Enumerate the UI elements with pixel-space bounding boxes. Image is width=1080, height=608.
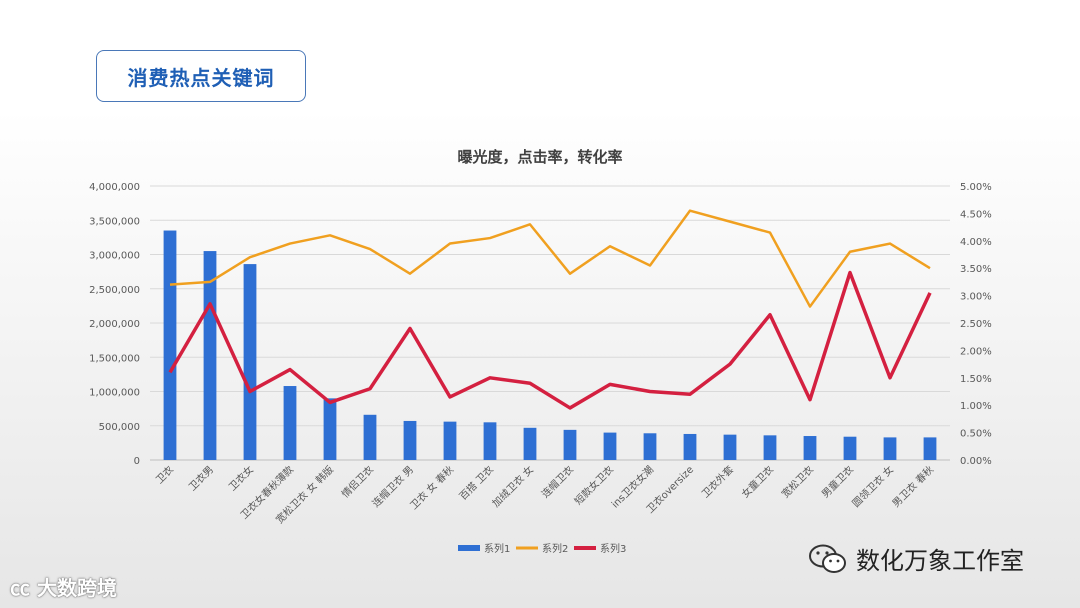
left-axis-tick-label: 0 xyxy=(134,456,140,467)
bar xyxy=(843,436,857,460)
line-series-2 xyxy=(169,209,931,308)
bar xyxy=(523,427,537,460)
x-axis-tick-label: 卫衣外套 xyxy=(699,463,736,500)
bar xyxy=(563,429,577,460)
right-axis-tick-label: 0.00% xyxy=(960,456,992,467)
left-axis-tick-label: 1,500,000 xyxy=(89,353,140,364)
page-title-box: 消费热点关键词 xyxy=(96,50,306,102)
right-axis-tick-label: 3.00% xyxy=(960,292,992,303)
right-axis-ticks: 0.00% 0.50% 1.00% 1.50% 2.00% 2.50% 3.00% 3.50%… xyxy=(960,182,992,467)
x-axis-tick-label: 圆领卫衣 女 xyxy=(849,463,896,510)
bar xyxy=(363,414,377,460)
right-axis-tick-label: 0.50% xyxy=(960,429,992,440)
x-axis-tick-label: 男卫衣 春秋 xyxy=(889,463,936,510)
left-axis-ticks: 0 500,000 1,000,000 1,500,000 2,000,000 2,500… xyxy=(89,182,140,467)
bar xyxy=(403,420,417,460)
brand-watermark-text: 大数跨境 xyxy=(36,576,117,600)
page-title: 消费热点关键词 xyxy=(127,65,275,90)
right-axis-tick-label: 2.50% xyxy=(960,319,992,330)
brand-watermark: ㏄ 大数跨境 xyxy=(10,572,117,601)
legend-label: 系列1 xyxy=(484,542,510,555)
left-axis-tick-label: 3,500,000 xyxy=(89,216,140,227)
left-axis-tick-label: 4,000,000 xyxy=(89,182,140,193)
x-axis-tick-label: 卫衣 xyxy=(153,463,176,486)
x-axis-tick-label: 加绒卫衣 女 xyxy=(489,463,536,510)
bar xyxy=(483,422,497,460)
bar xyxy=(323,398,337,460)
bar xyxy=(803,436,817,460)
line-series-3 xyxy=(168,270,932,410)
right-axis-tick-label: 2.00% xyxy=(960,346,992,357)
left-axis-tick-label: 3,000,000 xyxy=(89,251,140,262)
line-series xyxy=(168,209,932,410)
x-axis-tick-label: 女童卫衣 xyxy=(739,463,776,500)
chart-title: 曝光度，点击率，转化率 xyxy=(457,148,622,166)
bar xyxy=(203,251,217,460)
bar xyxy=(683,433,697,460)
legend-label: 系列2 xyxy=(542,542,568,555)
right-axis-tick-label: 4.50% xyxy=(960,209,992,220)
x-axis-tick-label: 卫衣 女 春秋 xyxy=(407,463,456,512)
right-axis-tick-label: 1.50% xyxy=(960,374,992,385)
bar-series-1 xyxy=(163,230,937,460)
x-axis-tick-label: 百搭 卫衣 xyxy=(456,463,496,503)
bar xyxy=(283,386,297,460)
x-axis-tick-label: 卫衣女 xyxy=(226,463,256,493)
bar xyxy=(923,437,937,460)
right-axis-tick-label: 3.50% xyxy=(960,264,992,275)
brand-logo-icon: ㏄ xyxy=(10,576,37,600)
x-axis-tick-label: 连帽卫衣 xyxy=(539,463,576,500)
bar xyxy=(603,432,617,460)
bar xyxy=(883,437,897,460)
bar xyxy=(723,434,737,460)
left-axis-tick-label: 500,000 xyxy=(99,422,140,433)
wechat-icon xyxy=(809,544,846,573)
right-axis-tick-label: 5.00% xyxy=(960,182,992,193)
bar xyxy=(443,421,457,460)
bar xyxy=(643,433,657,460)
x-axis-tick-label: 宽松卫衣 xyxy=(779,463,816,500)
bar xyxy=(163,230,177,460)
right-axis-tick-label: 4.00% xyxy=(960,237,992,248)
left-axis-tick-label: 1,000,000 xyxy=(89,388,140,399)
legend: 系列1 系列2 系列3 xyxy=(458,542,626,555)
left-axis-tick-label: 2,500,000 xyxy=(89,285,140,296)
legend-swatch xyxy=(458,545,480,551)
bar xyxy=(763,435,777,460)
x-axis-tick-label: 情侣卫衣 xyxy=(339,463,376,500)
bar xyxy=(243,264,257,460)
wechat-watermark: 数化万象工作室 xyxy=(808,541,1024,576)
left-axis-tick-label: 2,000,000 xyxy=(89,319,140,330)
wechat-watermark-text: 数化万象工作室 xyxy=(856,547,1024,575)
right-axis-tick-label: 1.00% xyxy=(960,401,992,412)
x-axis-tick-label: 短款女卫衣 xyxy=(572,463,617,508)
legend-label: 系列3 xyxy=(600,542,626,555)
grid-lines xyxy=(150,185,950,461)
x-axis-tick-label: 卫衣男 xyxy=(186,463,216,493)
x-axis-tick-label: 男童卫衣 xyxy=(819,463,856,500)
